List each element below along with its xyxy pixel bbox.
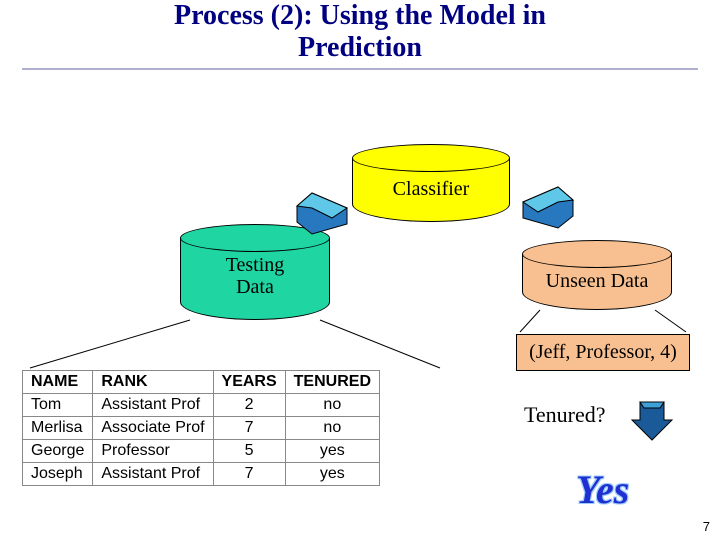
table-cell: yes: [285, 463, 379, 486]
table-cell: Assistant Prof: [93, 394, 213, 417]
table-header-cell: NAME: [23, 371, 93, 394]
title-line1: Process (2): Using the Model in: [0, 0, 720, 32]
table-cell: George: [23, 440, 93, 463]
table-cell: Associate Prof: [93, 417, 213, 440]
table-cell: Assistant Prof: [93, 463, 213, 486]
unseen-data-cylinder: Unseen Data: [522, 254, 672, 310]
title-line2: Prediction: [0, 32, 720, 64]
unseen-example-text: (Jeff, Professor, 4): [529, 341, 677, 363]
table-row: GeorgeProfessor5yes: [23, 440, 380, 463]
testing-line1: Testing: [226, 254, 285, 276]
testing-line2: Data: [236, 276, 274, 298]
prediction-result: Yes: [576, 466, 629, 513]
table-row: MerlisaAssociate Prof7no: [23, 417, 380, 440]
classifier-cylinder-top: [352, 144, 510, 172]
arrow-down-front: [640, 402, 664, 408]
arrow-left-icon: [292, 188, 362, 238]
page-number: 7: [703, 519, 710, 534]
unseen-example-box: (Jeff, Professor, 4): [516, 334, 690, 371]
callout-line: [320, 320, 440, 368]
testing-data-label: Testing Data: [181, 254, 329, 298]
unseen-data-label: Unseen Data: [523, 270, 671, 292]
testing-data-cylinder: Testing Data: [180, 238, 330, 320]
callout-line: [520, 310, 540, 332]
table-cell: Tom: [23, 394, 93, 417]
table-header-row: NAMERANKYEARSTENURED: [23, 371, 380, 394]
table-cell: Professor: [93, 440, 213, 463]
table-cell: Joseph: [23, 463, 93, 486]
table-row: JosephAssistant Prof7yes: [23, 463, 380, 486]
table-cell: 7: [213, 417, 285, 440]
table-cell: no: [285, 417, 379, 440]
table-body: TomAssistant Prof2noMerlisaAssociate Pro…: [23, 394, 380, 486]
slide-title: Process (2): Using the Model in Predicti…: [0, 0, 720, 64]
table-header-cell: TENURED: [285, 371, 379, 394]
callout-line: [30, 320, 190, 368]
arrow-down-icon: [630, 398, 674, 444]
table-header-cell: YEARS: [213, 371, 285, 394]
table-cell: 5: [213, 440, 285, 463]
table-row: TomAssistant Prof2no: [23, 394, 380, 417]
unseen-cylinder-top: [522, 240, 672, 268]
table-cell: Merlisa: [23, 417, 93, 440]
classifier-label: Classifier: [353, 178, 509, 200]
testing-data-table: NAMERANKYEARSTENURED TomAssistant Prof2n…: [22, 370, 380, 486]
callout-line: [655, 310, 686, 332]
table-cell: 2: [213, 394, 285, 417]
classifier-cylinder: Classifier: [352, 158, 510, 222]
table-cell: no: [285, 394, 379, 417]
title-underline: [22, 68, 698, 70]
table-header-cell: RANK: [93, 371, 213, 394]
table-cell: yes: [285, 440, 379, 463]
arrow-right-icon: [508, 182, 578, 232]
table-cell: 7: [213, 463, 285, 486]
tenured-question: Tenured?: [524, 402, 606, 428]
